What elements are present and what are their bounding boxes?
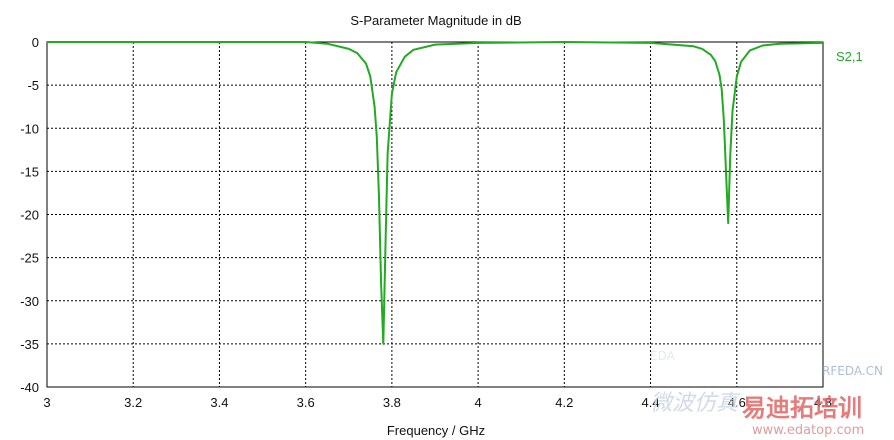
x-tick-label: 3: [43, 395, 50, 410]
y-tick-label: -10: [20, 121, 39, 136]
y-tick-label: -20: [20, 208, 39, 223]
x-tick-label: 4.4: [642, 395, 660, 410]
watermark-microwave: 微波仿真: [650, 391, 741, 416]
watermark-training: 易迪拓培训: [742, 394, 862, 422]
y-tick-label: -35: [20, 337, 39, 352]
watermark-eda: EDA: [650, 349, 676, 363]
chart-title: S-Parameter Magnitude in dB: [350, 13, 521, 28]
watermark-url: www.edatop.com: [752, 423, 864, 438]
legend-entry-s21: S2,1: [836, 49, 863, 64]
y-tick-label: -5: [27, 78, 39, 93]
x-tick-label: 3.4: [210, 395, 228, 410]
x-tick-label: 3.2: [124, 395, 142, 410]
watermark: EDA RFEDA.CN 微波仿真 易迪拓培训 www.edatop.com: [650, 349, 883, 438]
x-tick-label: 3.6: [297, 395, 315, 410]
x-axis-label: Frequency / GHz: [387, 423, 485, 438]
y-axis-ticks: 0 -5 -10 -15 -20 -25 -30 -35 -40: [20, 35, 39, 395]
y-tick-label: -25: [20, 251, 39, 266]
watermark-rfeda: RFEDA.CN: [822, 364, 883, 378]
y-tick-label: -30: [20, 294, 39, 309]
x-tick-label: 4: [474, 395, 481, 410]
plot-frame: [46, 41, 824, 388]
x-tick-label: 4.6: [728, 395, 746, 410]
x-tick-label: 4.2: [555, 395, 573, 410]
x-axis-ticks: 3 3.2 3.4 3.6 3.8 4 4.2 4.4 4.6 4.8: [43, 395, 832, 410]
x-tick-label: 4.8: [814, 395, 832, 410]
series-group: [47, 41, 824, 345]
series-line-s21: [47, 41, 824, 345]
y-tick-label: -15: [20, 164, 39, 179]
y-tick-label: 0: [32, 35, 39, 50]
x-tick-label: 3.8: [383, 395, 401, 410]
y-tick-label: -40: [20, 380, 39, 395]
